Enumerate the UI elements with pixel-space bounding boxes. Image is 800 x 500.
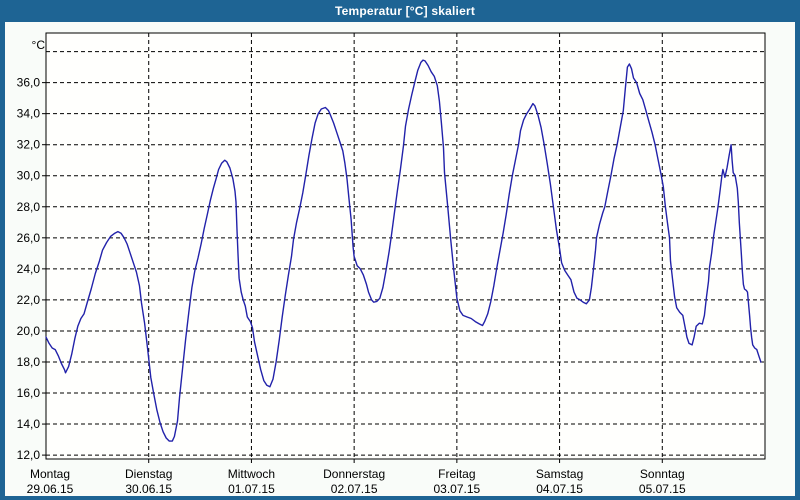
x-axis-day-label: Samstag	[536, 467, 583, 481]
y-axis-label: 14,0	[17, 417, 41, 431]
y-axis-label: 16,0	[17, 386, 41, 400]
y-axis-label: 30,0	[17, 169, 41, 183]
y-axis-label: 26,0	[17, 231, 41, 245]
window-title: Temperatur [°C] skaliert	[334, 4, 476, 18]
x-axis-day-label: Sonntag	[640, 467, 685, 481]
x-axis-date-label: 05.07.15	[639, 482, 686, 496]
x-axis-date-label: 02.07.15	[331, 482, 378, 496]
y-axis-label: 12,0	[17, 448, 41, 462]
y-axis-label: 34,0	[17, 107, 41, 121]
y-axis-unit-label: °C	[31, 38, 45, 52]
x-axis-date-label: 03.07.15	[433, 482, 480, 496]
y-axis-label: 20,0	[17, 324, 41, 338]
y-axis-label: 18,0	[17, 355, 41, 369]
x-axis-date-label: 01.07.15	[228, 482, 275, 496]
y-axis-label: 32,0	[17, 138, 41, 152]
x-axis-day-label: Dienstag	[125, 467, 172, 481]
x-axis-date-label: 30.06.15	[125, 482, 172, 496]
plot-border	[45, 32, 766, 460]
y-axis-label: 22,0	[17, 293, 41, 307]
y-axis-label: 36,0	[17, 76, 41, 90]
plot-area[interactable]	[46, 33, 765, 459]
x-axis-day-label: Donnerstag	[323, 467, 385, 481]
y-axis-label: 24,0	[17, 262, 41, 276]
chart-svg: 12,0 14,0 16,0 18,0 20,0 22,0 24,0 26,0 28,0 30,0…	[17, 32, 766, 496]
x-axis-date-label: 29.06.15	[27, 482, 74, 496]
x-axis-day-label: Mittwoch	[228, 467, 275, 481]
temperature-line	[45, 59, 762, 442]
titlebar[interactable]: Temperatur [°C] skaliert	[5, 0, 800, 22]
x-axis-date-label: 04.07.15	[536, 482, 583, 496]
y-axis-label: 28,0	[17, 200, 41, 214]
x-axis-day-label: Montag	[30, 467, 70, 481]
x-axis-day-label: Freitag	[438, 467, 475, 481]
